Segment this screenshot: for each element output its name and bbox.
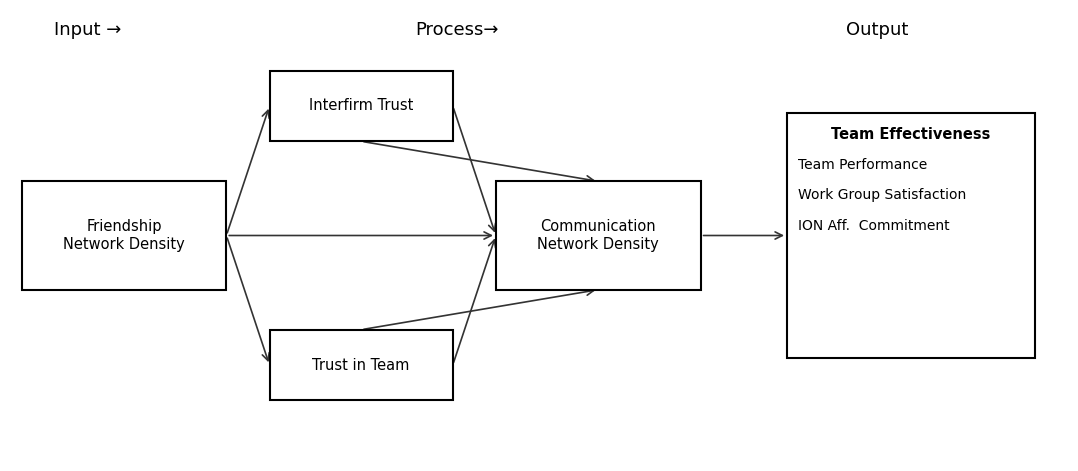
FancyBboxPatch shape: [270, 330, 453, 400]
FancyBboxPatch shape: [270, 71, 453, 141]
FancyBboxPatch shape: [496, 181, 701, 290]
Text: Friendship
Network Density: Friendship Network Density: [64, 219, 184, 252]
Text: Process→: Process→: [415, 21, 498, 39]
FancyBboxPatch shape: [787, 113, 1035, 358]
FancyBboxPatch shape: [22, 181, 226, 290]
Text: Trust in Team: Trust in Team: [313, 357, 410, 373]
Text: Interfirm Trust: Interfirm Trust: [309, 98, 413, 114]
Text: Team Effectiveness: Team Effectiveness: [831, 127, 991, 142]
Text: Input →: Input →: [54, 21, 121, 39]
Text: ION Aff.  Commitment: ION Aff. Commitment: [798, 219, 950, 233]
Text: Communication
Network Density: Communication Network Density: [538, 219, 659, 252]
Text: Team Performance: Team Performance: [798, 158, 927, 172]
Text: Output: Output: [846, 21, 909, 39]
Text: Work Group Satisfaction: Work Group Satisfaction: [798, 188, 966, 203]
